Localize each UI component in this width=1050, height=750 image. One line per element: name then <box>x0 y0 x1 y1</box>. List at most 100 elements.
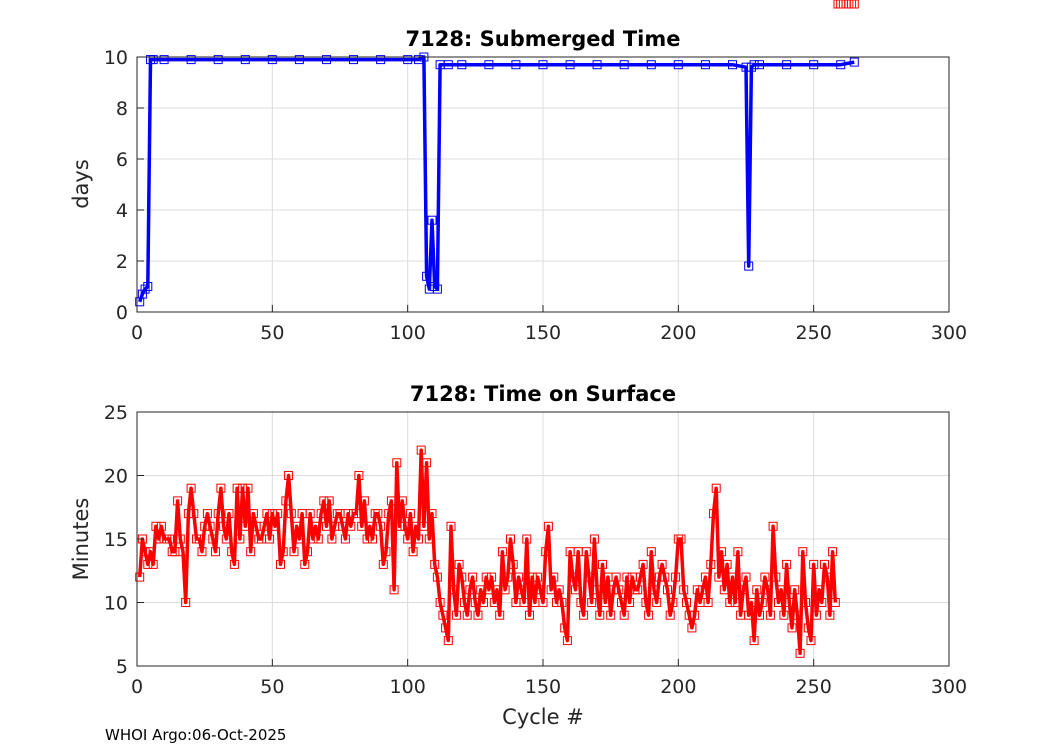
surface-time-point <box>497 547 507 557</box>
surface-time-point <box>208 534 218 544</box>
surface-time-point <box>649 585 659 595</box>
surface-time-point <box>809 559 819 569</box>
surface-time-point <box>316 509 326 519</box>
surface-time-point <box>633 585 643 595</box>
surface-time-point <box>557 598 567 607</box>
surface-time-point <box>644 610 654 620</box>
surface-time-point <box>560 623 570 633</box>
surface-time-point <box>259 521 269 531</box>
surface-time-point <box>289 547 299 557</box>
surface-time-point <box>427 509 437 519</box>
surface-time-point <box>776 585 786 595</box>
surface-time-point <box>806 636 816 646</box>
surface-time-xtick-label: 100 <box>390 676 426 698</box>
surface-time-point <box>619 610 629 620</box>
surface-time-point <box>495 610 505 620</box>
submerged-time-point <box>700 60 710 70</box>
surface-time-point <box>183 509 193 519</box>
submerged-time-xtick-label: 200 <box>660 322 696 344</box>
surface-time-point <box>820 559 829 569</box>
submerged-time-xtick-label: 250 <box>796 322 832 344</box>
surface-time-point <box>243 483 253 493</box>
surface-time-ytick-label: 25 <box>104 402 128 424</box>
surface-time-point <box>684 610 694 620</box>
surface-time-point <box>432 572 442 582</box>
surface-time-point <box>408 547 418 557</box>
surface-time-point <box>354 471 364 480</box>
surface-time-point <box>514 572 524 582</box>
surface-time-point <box>156 521 166 531</box>
surface-time-point <box>202 509 212 519</box>
surface-time-point <box>200 521 210 531</box>
submerged-time-ytick-label: 6 <box>116 149 128 171</box>
surface-time-point <box>562 636 572 646</box>
submerged-time-point <box>592 60 602 70</box>
surface-time-point <box>405 509 415 519</box>
surface-time-point <box>822 572 832 582</box>
surface-time-point <box>481 572 491 582</box>
surface-time-point <box>703 598 713 607</box>
surface-time-point <box>151 521 161 531</box>
surface-time-point <box>541 547 551 557</box>
surface-time-point <box>397 496 407 506</box>
surface-time-point <box>798 547 808 557</box>
submerged-time-point <box>782 60 792 70</box>
footer-stamp: WHOI Argo:06-Oct-2025 <box>105 726 286 744</box>
surface-time-xtick-label: 200 <box>660 676 696 698</box>
surface-time-point <box>327 534 337 544</box>
surface-time-point <box>384 509 394 519</box>
surface-time-point <box>194 534 204 544</box>
surface-time-point <box>690 610 700 620</box>
surface-time-point <box>828 547 838 557</box>
surface-time-point <box>625 598 635 607</box>
submerged-time-point <box>349 55 358 65</box>
submerged-time-point <box>809 60 819 70</box>
submerged-time-ylabel: days <box>69 159 93 209</box>
submerged-time-title: 7128: Submerged Time <box>405 27 680 51</box>
surface-time-point <box>319 496 329 506</box>
surface-time-point <box>728 572 737 582</box>
submerged-time-xtick-label: 0 <box>131 322 143 344</box>
surface-time-point <box>454 559 464 569</box>
surface-time-point <box>424 534 434 544</box>
surface-time-point <box>763 585 773 595</box>
surface-time-title: 7128: Time on Surface <box>410 382 676 406</box>
submerged-time-ytick-label: 2 <box>116 251 128 273</box>
surface-time-point <box>451 610 461 620</box>
surface-time-xtick-label: 250 <box>796 676 832 698</box>
surface-time-point <box>611 572 621 582</box>
surface-time-point <box>719 585 729 595</box>
surface-time-point <box>446 521 456 531</box>
surface-time-point <box>641 598 651 607</box>
surface-time-point <box>741 572 751 582</box>
surface-time-point <box>165 534 174 544</box>
surface-time-point <box>487 572 497 582</box>
submerged-time-xtick-label: 100 <box>390 322 426 344</box>
surface-time-point <box>216 483 226 493</box>
surface-time-point <box>422 458 432 468</box>
surface-time-ylabel: Minutes <box>69 498 93 581</box>
surface-time-point <box>281 496 291 506</box>
surface-time-point <box>817 598 827 607</box>
surface-time-point <box>489 598 499 607</box>
submerged-time-point <box>140 284 150 294</box>
surface-time-point <box>568 572 578 582</box>
surface-time-point <box>584 572 594 582</box>
surface-time-ytick-label: 15 <box>104 529 128 551</box>
surface-time-point <box>595 610 605 620</box>
surface-time-point <box>717 547 727 557</box>
surface-time-point <box>300 559 310 569</box>
surface-time-point <box>140 547 150 557</box>
submerged-time-point <box>403 55 413 65</box>
surface-time-point <box>146 547 155 557</box>
submerged-time-point <box>159 55 169 65</box>
surface-time-point <box>359 496 369 506</box>
surface-time-point <box>676 534 686 544</box>
surface-time-point <box>292 521 302 531</box>
surface-time-xlabel: Cycle # <box>502 705 584 729</box>
surface-time-point <box>438 610 448 620</box>
submerged-time-point <box>849 57 859 67</box>
surface-time-point <box>403 534 413 544</box>
surface-time-xtick-label: 50 <box>260 676 284 698</box>
